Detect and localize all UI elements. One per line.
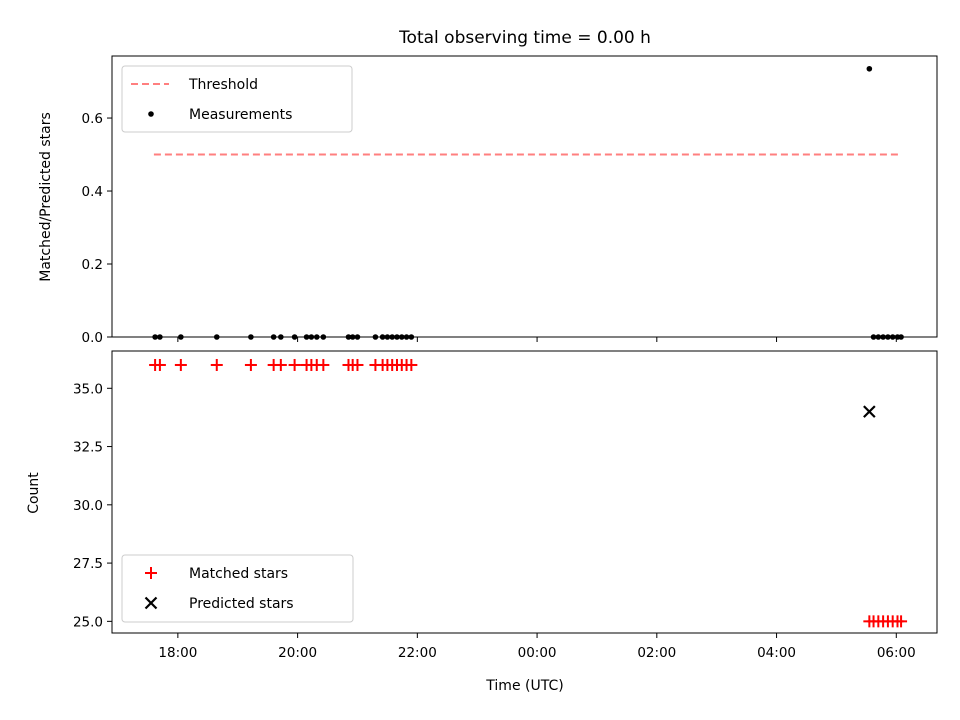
- legend-swatch: [148, 111, 154, 117]
- legend-swatch: [144, 596, 158, 610]
- legend-label: Predicted stars: [189, 596, 294, 612]
- data-point: [153, 358, 166, 371]
- data-point: [174, 358, 187, 371]
- data-point: [405, 358, 418, 371]
- data-point: [244, 358, 257, 371]
- data-point: [210, 358, 223, 371]
- legend-label: Matched stars: [189, 566, 288, 582]
- plot-frame: [111, 350, 938, 634]
- legend-label: Measurements: [189, 107, 292, 123]
- x-tick-label: 00:00: [518, 645, 557, 661]
- data-point: [895, 615, 908, 628]
- y-tick-label: 30.0: [73, 498, 103, 514]
- y-tick-label: 0.2: [82, 257, 103, 273]
- legend-label: Threshold: [188, 77, 258, 93]
- x-tick-label: 04:00: [757, 645, 796, 661]
- y-tick-label: 25.0: [73, 614, 103, 630]
- y-tick-label: 0.0: [82, 330, 103, 346]
- x-tick-label: 20:00: [278, 645, 317, 661]
- x-tick-label: 22:00: [398, 645, 437, 661]
- legend-swatch: [145, 567, 157, 579]
- x-tick-label: 18:00: [158, 645, 197, 661]
- marker-stroke: [144, 596, 158, 610]
- legend-box: [121, 65, 353, 133]
- y-tick-label: 32.5: [73, 440, 103, 456]
- y-tick-label: 35.0: [73, 381, 103, 397]
- marker-stroke: [863, 405, 876, 418]
- data-point: [351, 358, 364, 371]
- bottom-y-axis-label: Count: [26, 472, 42, 514]
- data-point: [317, 358, 330, 371]
- data-point: [863, 405, 876, 418]
- data-point: [866, 65, 873, 72]
- x-tick-label: 02:00: [637, 645, 676, 661]
- data-point: [288, 358, 301, 371]
- x-axis-label: Time (UTC): [485, 678, 563, 694]
- legend-box: [121, 554, 354, 623]
- series-predicted-stars: [863, 405, 876, 418]
- data-point: [274, 358, 287, 371]
- bottom-panel: 25.0 27.5 30.0 32.5 35.0 18:00 20:00 22:00 00:00…: [73, 350, 938, 661]
- y-tick-label: 27.5: [73, 556, 103, 572]
- y-tick-label: 0.4: [82, 184, 103, 200]
- plot-frame: [111, 55, 938, 338]
- y-tick-label: 0.6: [82, 111, 103, 127]
- series-matched-stars: [149, 358, 908, 628]
- top-panel: 0.0 0.2 0.4 0.6 Threshold Measurements: [82, 55, 938, 346]
- top-y-axis-label: Matched/Predicted stars: [38, 112, 54, 282]
- chart-title: Total observing time = 0.00 h: [398, 28, 651, 48]
- x-tick-label: 06:00: [877, 645, 916, 661]
